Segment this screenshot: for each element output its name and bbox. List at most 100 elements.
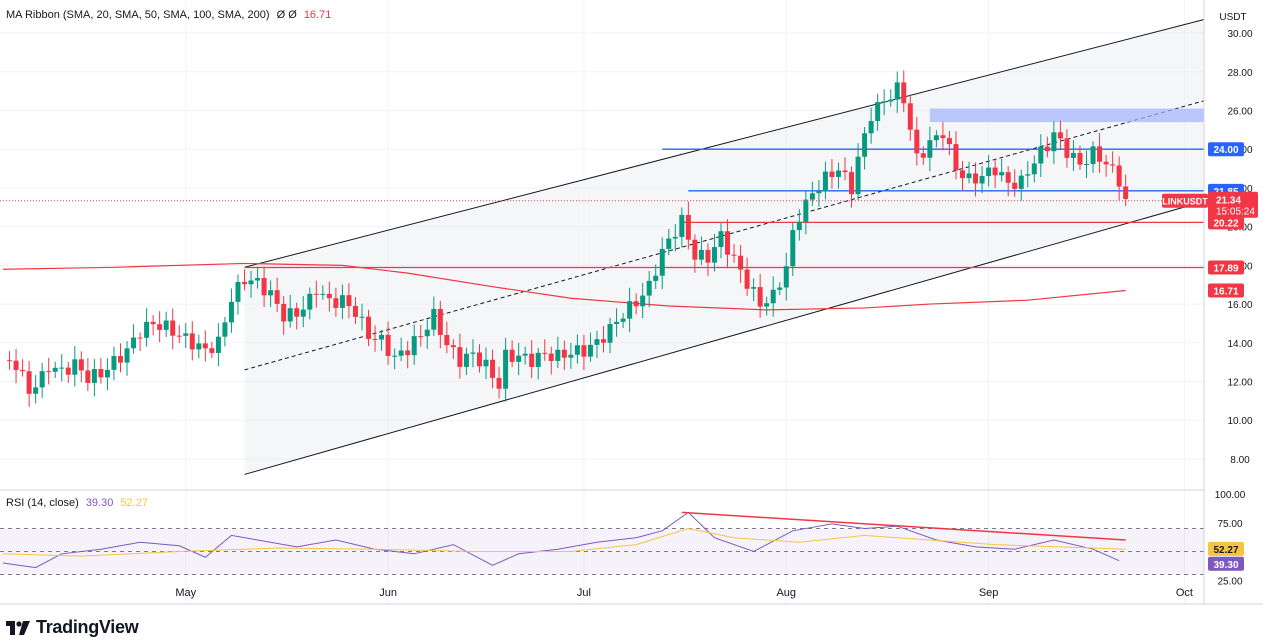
candle-body <box>372 338 378 340</box>
candle-body <box>731 254 737 256</box>
candle-body <box>144 321 150 338</box>
tradingview-logo[interactable]: TradingView <box>6 617 139 638</box>
candle-body <box>816 191 822 194</box>
candle-body <box>1123 186 1129 199</box>
candle-body <box>411 336 417 356</box>
candle-body <box>679 214 685 237</box>
candle-body <box>1077 152 1083 165</box>
candle-body <box>672 236 678 239</box>
candle-body <box>222 322 228 337</box>
candle-body <box>574 345 580 355</box>
time-tick-label: May <box>175 587 196 599</box>
candle-body <box>920 153 926 158</box>
candle-body <box>131 337 137 349</box>
candle-body <box>973 173 979 184</box>
candle-body <box>842 170 848 173</box>
candle-body <box>418 336 424 338</box>
candle-body <box>339 295 345 308</box>
candle-body <box>940 135 946 139</box>
axes: 30.0028.0026.0024.0022.0020.0018.0016.00… <box>0 0 1263 605</box>
ma-ribbon-legend[interactable]: MA Ribbon (SMA, 20, SMA, 50, SMA, 100, S… <box>6 9 331 21</box>
candle-body <box>627 301 633 319</box>
candle-body <box>457 347 463 367</box>
channel-middle-line <box>244 100 1205 371</box>
candle-body <box>914 129 920 154</box>
candle-body <box>333 298 339 308</box>
candle-body <box>516 355 522 362</box>
ma-ribbon-symbols: Ø Ø <box>276 9 297 21</box>
rsi-legend[interactable]: RSI (14, close) 39.30 52.27 <box>6 497 148 509</box>
price-level-label: 20.22 <box>1213 218 1238 229</box>
candle-body <box>607 323 613 343</box>
candle-body <box>888 99 894 102</box>
candle-body <box>568 354 574 358</box>
candle-body <box>78 359 84 371</box>
candle-body <box>470 352 476 354</box>
price-tick-label: 14.00 <box>1227 339 1252 350</box>
rsi-series-line <box>2 527 1126 557</box>
rsi-series-line <box>2 511 1120 569</box>
candle-body <box>1044 146 1050 152</box>
candle-body <box>1064 138 1070 158</box>
candle-body <box>1012 182 1018 189</box>
candle-body <box>235 281 241 302</box>
candle-body <box>1057 132 1063 139</box>
candle-body <box>979 176 985 184</box>
candle-body <box>385 334 391 356</box>
candle-body <box>744 269 750 289</box>
ma-ribbon-value: 16.71 <box>303 9 332 21</box>
candle-body <box>509 349 515 362</box>
symbol-label: LINKUSDT <box>1162 197 1208 207</box>
candle-body <box>359 316 365 318</box>
resistance-zone <box>929 108 1204 123</box>
candle-body <box>1070 152 1076 158</box>
candle-body <box>764 303 770 307</box>
candle-body <box>176 335 182 337</box>
rsi-value: 39.30 <box>85 497 114 509</box>
candle-body <box>1031 163 1037 175</box>
candle-body <box>307 293 313 310</box>
candle-body <box>653 275 659 281</box>
candle-body <box>953 144 959 171</box>
candle-body <box>620 318 626 322</box>
candle-body <box>1005 172 1011 183</box>
candle-body <box>346 295 352 306</box>
candle-body <box>1116 165 1122 187</box>
candle-body <box>150 321 156 325</box>
rsi-tick-label: 25.00 <box>1217 576 1242 587</box>
candle-body <box>1051 132 1057 152</box>
candle-body <box>320 293 326 295</box>
candle-body <box>659 248 665 276</box>
price-level-badge <box>1208 260 1244 275</box>
channel-upper-line <box>244 19 1205 268</box>
candle-body <box>803 199 809 222</box>
price-tick-label: 8.00 <box>1230 455 1250 466</box>
candle-body <box>705 249 711 263</box>
candle-body <box>98 369 104 378</box>
candle-body <box>52 367 58 372</box>
candle-body <box>633 301 639 307</box>
candle-body <box>242 281 248 285</box>
candle-body <box>614 321 620 324</box>
candle-body <box>490 359 496 378</box>
candle-body <box>594 339 600 345</box>
rsi-label: RSI (14, close) <box>6 497 79 509</box>
candle-body <box>783 266 789 288</box>
time-tick-label: Jun <box>379 587 397 599</box>
candle-body <box>555 349 561 361</box>
candle-body <box>1025 174 1031 176</box>
candle-body <box>85 370 91 383</box>
candle-body <box>992 167 998 176</box>
candle-body <box>711 247 717 263</box>
price-level-label: 24.00 <box>1213 145 1238 156</box>
candle-body <box>822 171 828 192</box>
candle-body <box>7 360 13 362</box>
candle-body <box>757 287 763 307</box>
candle-body <box>398 350 404 356</box>
candle-body <box>33 387 39 394</box>
ma-value-label: 16.71 <box>1213 287 1238 298</box>
price-level-label: 17.89 <box>1213 263 1238 274</box>
candle-body <box>1103 161 1109 165</box>
candle-body <box>294 308 300 317</box>
candle-body <box>692 239 698 260</box>
